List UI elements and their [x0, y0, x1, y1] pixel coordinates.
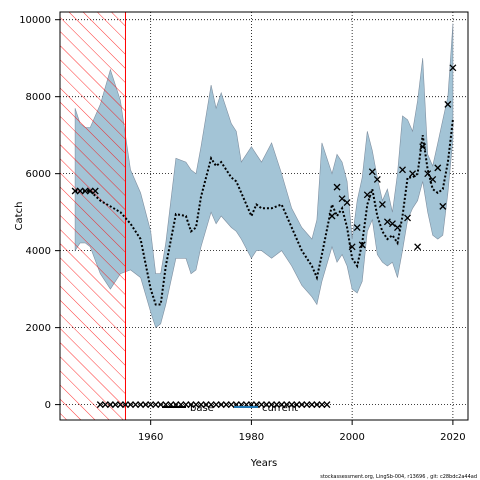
observed-point — [439, 202, 447, 210]
base-point — [86, 187, 94, 195]
observed-point — [328, 212, 336, 220]
y-tick-label: 8000 — [26, 92, 51, 103]
y-tick-label: 10000 — [19, 15, 51, 26]
observed-point — [434, 164, 442, 172]
base-point — [283, 401, 291, 409]
plot-frame — [59, 11, 469, 421]
x-tick-label: 2020 — [440, 432, 465, 443]
x-tick-label: 1980 — [239, 432, 264, 443]
base-point — [71, 187, 79, 195]
observed-point — [338, 195, 346, 203]
observed-point — [394, 224, 401, 232]
y-tick-label: 6000 — [26, 169, 51, 180]
observed-point — [409, 170, 417, 178]
axes: 1960 1980 2000 2020 0 2000 4000 6000 8000 10000 — [19, 15, 465, 443]
series-line-current — [75, 119, 454, 306]
observed-point — [424, 170, 432, 178]
base-point — [217, 401, 225, 409]
observed-point — [373, 175, 381, 183]
y-axis-label: Catch — [14, 202, 25, 231]
base-point — [308, 401, 316, 409]
base-point — [96, 401, 104, 409]
observed-point — [399, 166, 406, 174]
observed-point — [363, 191, 371, 199]
data-points — [71, 64, 457, 409]
observed-point — [449, 64, 457, 72]
base-point — [273, 401, 281, 409]
base-point — [81, 187, 89, 195]
legend-label-base: base — [190, 403, 214, 414]
base-point — [91, 187, 99, 195]
base-point — [227, 401, 235, 409]
base-point — [127, 401, 134, 409]
base-point — [147, 401, 155, 409]
base-point — [212, 401, 220, 409]
observed-point — [419, 143, 427, 151]
legend-label-current: current — [262, 403, 298, 414]
base-point — [122, 401, 129, 409]
base-point — [222, 401, 230, 409]
observed-point — [378, 200, 386, 208]
base-point — [106, 401, 114, 409]
x-axis-label: Years — [250, 458, 277, 469]
base-point — [132, 401, 140, 409]
base-point — [258, 401, 265, 409]
base-point — [318, 401, 326, 409]
base-point — [263, 401, 270, 409]
base-point — [187, 401, 195, 409]
observed-point — [353, 224, 361, 232]
base-point — [293, 401, 301, 409]
observed-point — [404, 214, 412, 222]
base-point — [192, 401, 200, 409]
base-point — [323, 401, 331, 409]
observed-point — [348, 243, 356, 251]
base-point — [313, 401, 321, 409]
observed-point — [429, 175, 437, 183]
confidence-band-area — [74, 23, 454, 329]
base-point — [303, 401, 311, 409]
base-point — [202, 401, 210, 409]
x-tick-label: 2000 — [339, 432, 364, 443]
observed-point — [383, 218, 391, 226]
base-point — [137, 401, 145, 409]
observed-point — [414, 243, 422, 251]
base-point — [197, 401, 205, 409]
base-point — [152, 401, 160, 409]
catch-series-line — [75, 119, 454, 306]
observed-point — [358, 241, 366, 249]
observed-point — [368, 168, 376, 176]
base-point — [111, 401, 119, 409]
base-point — [207, 401, 215, 409]
confidence-band — [74, 23, 454, 329]
x-tick-label: 1960 — [138, 432, 163, 443]
base-point — [142, 401, 150, 409]
y-tick-label: 2000 — [26, 323, 51, 334]
legend: base current — [162, 403, 298, 414]
observed-point — [333, 183, 341, 191]
observed-point — [343, 199, 351, 206]
hatch-fill — [60, 12, 126, 420]
historical-period-hatch — [59, 11, 126, 421]
base-point — [298, 401, 306, 409]
base-point — [76, 187, 84, 195]
base-point — [268, 401, 276, 409]
base-point — [278, 401, 286, 409]
y-tick-label: 0 — [45, 400, 51, 411]
observed-point — [388, 220, 396, 228]
base-point — [101, 401, 109, 409]
base-point — [288, 401, 296, 409]
footnote: stockassessment.org, LingSb-004, r13696 … — [320, 474, 477, 480]
base-point — [116, 401, 124, 409]
y-tick-label: 4000 — [26, 246, 51, 257]
observed-point — [444, 100, 452, 108]
